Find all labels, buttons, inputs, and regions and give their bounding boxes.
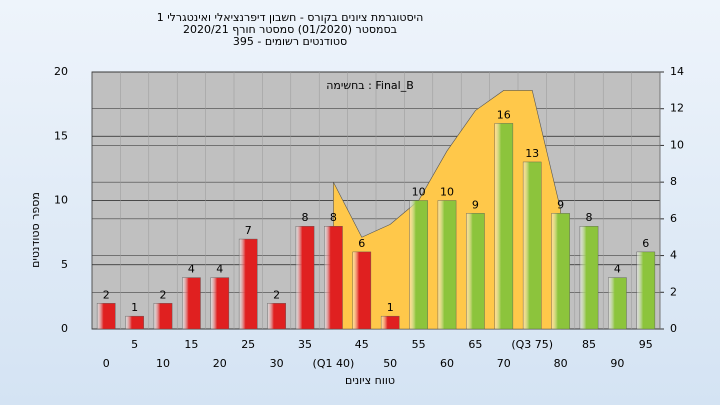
y2-tick-label: 4 bbox=[670, 249, 677, 262]
bar bbox=[636, 251, 656, 330]
value-label: 4 bbox=[188, 263, 195, 276]
bar bbox=[522, 161, 542, 330]
value-label: 9 bbox=[472, 198, 479, 211]
value-label: 1 bbox=[387, 301, 394, 314]
y2-tick-label: 14 bbox=[670, 65, 684, 78]
bar bbox=[125, 315, 144, 330]
bar bbox=[466, 213, 485, 330]
bar bbox=[210, 277, 230, 330]
y2-tick-label: 0 bbox=[670, 322, 677, 335]
bar bbox=[551, 213, 570, 330]
x-tick-label: 20 bbox=[213, 357, 227, 370]
x-tick-label: 65 bbox=[468, 338, 482, 351]
x-tick-label: (Q3 75) bbox=[511, 338, 553, 351]
value-label: 8 bbox=[302, 211, 309, 224]
y-tick-label: 15 bbox=[54, 129, 68, 142]
value-label: 2 bbox=[160, 288, 167, 301]
value-label: 7 bbox=[245, 224, 252, 237]
x-tick-label: 35 bbox=[298, 338, 312, 351]
x-tick-label: 45 bbox=[355, 338, 369, 351]
x-tick-label: 55 bbox=[412, 338, 426, 351]
y2-tick-label: 8 bbox=[670, 175, 677, 188]
x-tick-label: (Q1 40) bbox=[313, 357, 355, 370]
y2-tick-label: 12 bbox=[670, 102, 684, 115]
bar bbox=[324, 225, 343, 330]
y-tick-label: 5 bbox=[61, 258, 68, 271]
value-label: 4 bbox=[216, 263, 223, 276]
bar bbox=[409, 200, 428, 330]
bar bbox=[238, 238, 258, 330]
y-tick-label: 10 bbox=[54, 194, 68, 207]
value-label: 10 bbox=[440, 186, 454, 199]
value-label: 9 bbox=[557, 198, 564, 211]
y2-tick-label: 10 bbox=[670, 138, 684, 151]
x-axis-label: טווח ציונים bbox=[345, 374, 395, 387]
value-label: 8 bbox=[586, 211, 593, 224]
x-tick-label: 10 bbox=[156, 357, 170, 370]
annotation: בחשימה : Final_B bbox=[326, 79, 414, 92]
value-label: 1 bbox=[131, 301, 138, 314]
bar bbox=[96, 303, 116, 330]
x-tick-label: 70 bbox=[497, 357, 511, 370]
x-tick-label: 50 bbox=[383, 357, 397, 370]
x-tick-label: 15 bbox=[184, 338, 198, 351]
value-label: 6 bbox=[642, 237, 649, 250]
title-line: סטודנטים רשומים - 395 bbox=[233, 35, 347, 48]
value-label: 6 bbox=[358, 237, 365, 250]
title-line: היסטוגרמת ציונים בקורס - חשבון דיפרנציאל… bbox=[157, 11, 424, 24]
title-line: בסמסטר (01/2020) סמסטר חורף 2020/21 bbox=[183, 23, 397, 36]
x-tick-label: 60 bbox=[440, 357, 454, 370]
value-label: 13 bbox=[525, 147, 539, 160]
bar bbox=[352, 251, 372, 330]
bar bbox=[380, 315, 400, 330]
bar bbox=[437, 200, 457, 330]
bar bbox=[182, 277, 201, 330]
y-tick-label: 20 bbox=[54, 65, 68, 78]
value-label: 16 bbox=[497, 108, 511, 121]
bar bbox=[608, 277, 627, 330]
value-label: 10 bbox=[412, 186, 426, 199]
x-tick-label: 30 bbox=[270, 357, 284, 370]
bar bbox=[153, 303, 173, 330]
bar bbox=[295, 225, 315, 330]
y2-tick-label: 6 bbox=[670, 212, 677, 225]
value-label: 2 bbox=[103, 288, 110, 301]
value-label: 2 bbox=[273, 288, 280, 301]
x-tick-label: 95 bbox=[639, 338, 653, 351]
y2-tick-label: 2 bbox=[670, 285, 677, 298]
y-tick-label: 0 bbox=[61, 322, 68, 335]
x-tick-label: 85 bbox=[582, 338, 596, 351]
x-tick-label: 80 bbox=[554, 357, 568, 370]
bar bbox=[267, 303, 286, 330]
value-label: 4 bbox=[614, 263, 621, 276]
value-label: 8 bbox=[330, 211, 337, 224]
x-tick-label: 90 bbox=[610, 357, 624, 370]
x-tick-label: 5 bbox=[131, 338, 138, 351]
bar bbox=[579, 225, 599, 330]
x-tick-label: 0 bbox=[103, 357, 110, 370]
x-tick-label: 25 bbox=[241, 338, 255, 351]
y-axis-label: מספר סטודנטים bbox=[29, 192, 42, 268]
bar bbox=[494, 123, 514, 330]
